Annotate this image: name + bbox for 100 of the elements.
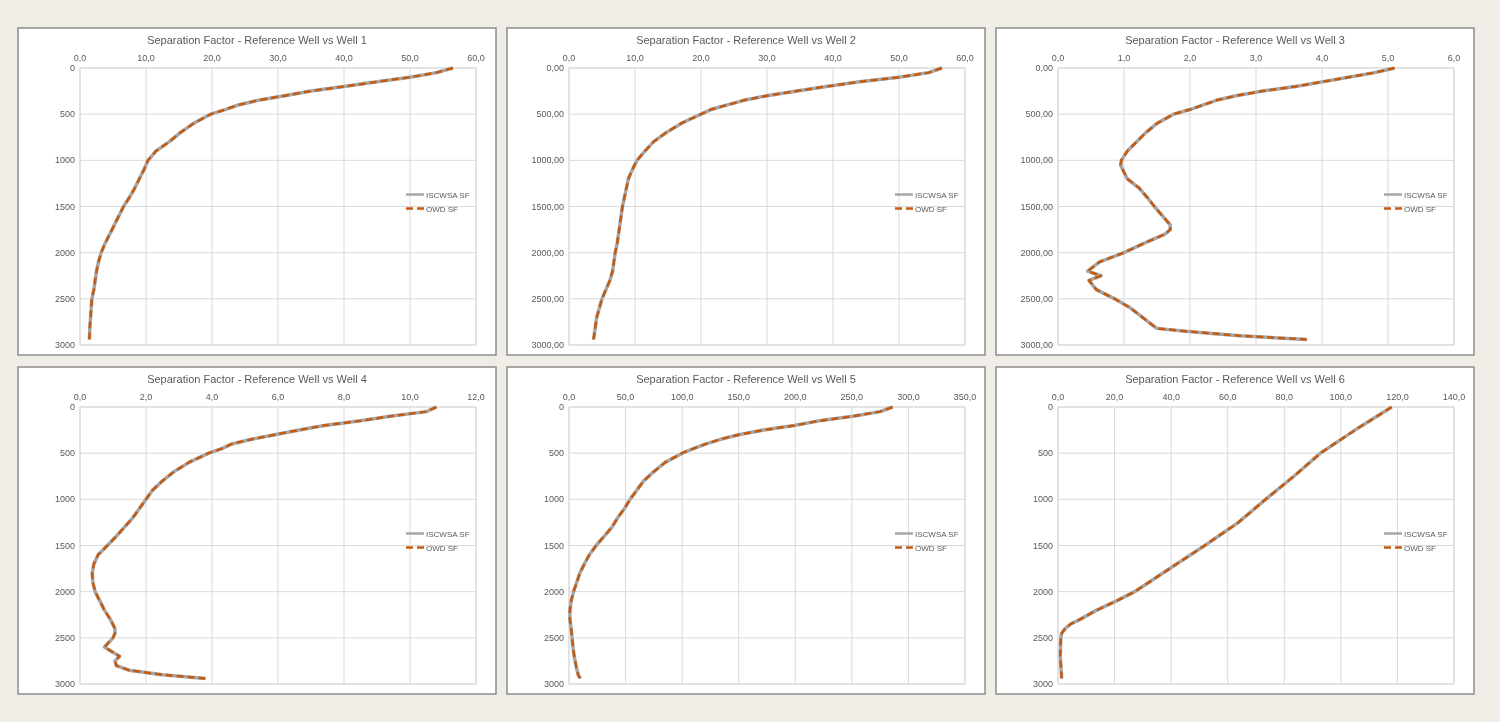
x-tick-label: 0,0 [1051,53,1065,63]
x-tick-label: 12,0 [467,392,485,402]
x-tick-label: 50,0 [890,53,908,63]
y-tick-label: 2000 [543,586,564,597]
x-tick-label: 100,0 [1329,392,1353,402]
legend-label: ISCWSA SF [915,529,959,539]
x-tick-label: 5,0 [1381,53,1395,63]
legend-label: OWD SF [1404,204,1437,214]
legend-label: OWD SF [426,204,459,214]
y-tick-label: 1500,00 [1020,201,1053,212]
chart-title: Separation Factor - Reference Well vs Well 4 [147,373,367,385]
legend-label: OWD SF [1404,543,1437,553]
x-tick-label: 0,0 [562,392,576,402]
x-tick-label: 30,0 [758,53,776,63]
y-tick-label: 0 [1047,402,1053,412]
legend-label: ISCWSA SF [426,190,470,200]
y-tick-label: 2500,00 [1020,293,1053,304]
x-tick-label: 1,0 [1117,53,1131,63]
chart-title: Separation Factor - Reference Well vs Well 1 [147,34,367,46]
x-tick-label: 100,0 [670,392,694,402]
y-tick-label: 1000 [1032,494,1053,505]
legend-label: ISCWSA SF [1404,190,1448,200]
x-tick-label: 250,0 [840,392,864,402]
chart-title: Separation Factor - Reference Well vs Well 5 [636,373,856,385]
x-tick-label: 20,0 [692,53,710,63]
x-tick-label: 60,0 [467,53,485,63]
y-tick-label: 1000 [54,494,75,505]
y-tick-label: 3000 [1032,679,1053,689]
x-tick-label: 150,0 [727,392,750,402]
y-tick-label: 1000 [543,494,564,505]
x-tick-label: 40,0 [335,53,353,63]
y-tick-label: 2500 [54,632,75,643]
legend-label: ISCWSA SF [915,190,959,200]
y-tick-label: 500 [59,448,75,459]
x-tick-label: 200,0 [784,392,807,402]
y-tick-label: 2500,00 [531,293,564,304]
y-tick-label: 500 [1037,448,1053,459]
x-tick-label: 30,0 [269,53,287,63]
legend-label: OWD SF [426,543,459,553]
x-tick-label: 350,0 [953,392,977,402]
y-tick-label: 3000,00 [1020,340,1053,350]
y-tick-label: 1500,00 [531,201,564,212]
legend-label: OWD SF [915,204,948,214]
y-tick-label: 1500 [1032,540,1053,551]
x-tick-label: 3,0 [1249,53,1263,63]
y-tick-label: 2000,00 [1020,247,1053,258]
x-tick-label: 0,0 [562,53,576,63]
y-tick-label: 1500 [543,540,564,551]
y-tick-label: 1500 [54,201,75,212]
y-tick-label: 0,00 [546,63,564,73]
y-tick-label: 2000 [54,586,75,597]
x-tick-label: 10,0 [137,53,155,63]
x-tick-label: 40,0 [1162,392,1180,402]
x-tick-label: 300,0 [897,392,920,402]
legend-label: ISCWSA SF [1404,529,1448,539]
x-tick-label: 50,0 [401,53,419,63]
x-tick-label: 6,0 [1447,53,1461,63]
legend-label: OWD SF [915,543,948,553]
y-tick-label: 1500 [54,540,75,551]
y-tick-label: 500,00 [536,109,564,120]
y-tick-label: 2000 [1032,586,1053,597]
x-tick-label: 4,0 [205,392,219,402]
y-tick-label: 1000 [54,155,75,166]
chart-title: Separation Factor - Reference Well vs Well 6 [1125,373,1345,385]
y-tick-label: 0,00 [1035,63,1053,73]
y-tick-label: 2500 [54,293,75,304]
y-tick-label: 0 [69,402,75,412]
x-tick-label: 10,0 [401,392,419,402]
x-tick-label: 8,0 [337,392,351,402]
y-tick-label: 3000 [54,340,75,350]
x-tick-label: 0,0 [1051,392,1065,402]
x-tick-label: 6,0 [271,392,285,402]
y-tick-label: 500 [548,448,564,459]
x-tick-label: 20,0 [1105,392,1124,402]
x-tick-label: 4,0 [1315,53,1329,63]
x-tick-label: 60,0 [1218,392,1237,402]
x-tick-label: 140,0 [1442,392,1466,402]
x-tick-label: 0,0 [73,392,87,402]
x-tick-label: 2,0 [139,392,153,402]
chart-title: Separation Factor - Reference Well vs Well 3 [1125,34,1345,46]
x-tick-label: 40,0 [824,53,842,63]
x-tick-label: 50,0 [616,392,635,402]
x-tick-label: 120,0 [1386,392,1409,402]
x-tick-label: 60,0 [956,53,974,63]
y-tick-label: 2000 [54,247,75,258]
y-tick-label: 3000 [543,679,564,689]
y-tick-label: 1000,00 [531,155,564,166]
chart-title: Separation Factor - Reference Well vs Well 2 [636,34,856,46]
y-tick-label: 2500 [1032,632,1053,643]
y-tick-label: 2000,00 [531,247,564,258]
y-tick-label: 3000,00 [531,340,564,350]
x-tick-label: 10,0 [626,53,644,63]
y-tick-label: 500,00 [1025,109,1053,120]
x-tick-label: 0,0 [73,53,87,63]
x-tick-label: 80,0 [1275,392,1294,402]
x-tick-label: 20,0 [203,53,221,63]
legend-label: ISCWSA SF [426,529,470,539]
y-tick-label: 500 [59,109,75,120]
y-tick-label: 0 [69,63,75,73]
y-tick-label: 0 [558,402,564,412]
